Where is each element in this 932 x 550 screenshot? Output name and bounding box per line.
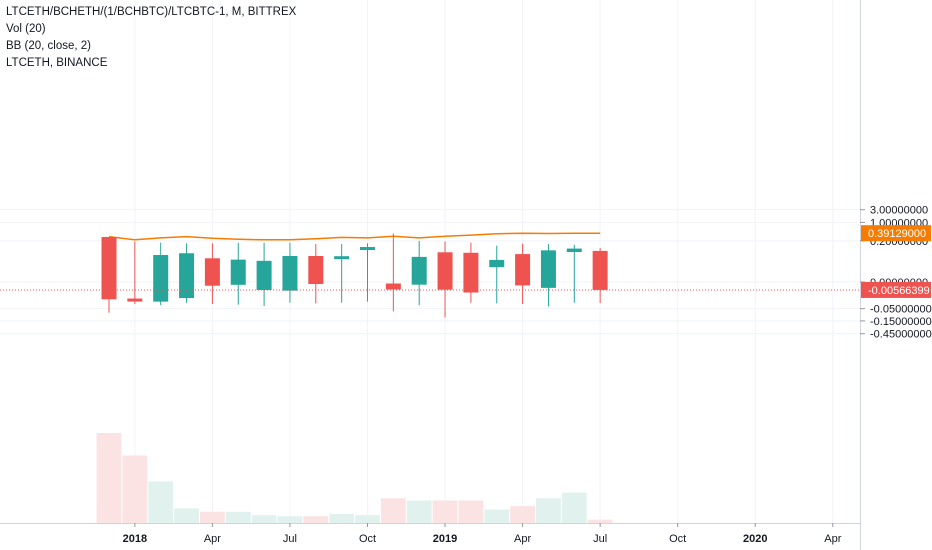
compare-series <box>108 232 601 241</box>
price-tick-label: -0.15000000 <box>870 316 932 328</box>
volume-bar <box>251 515 277 523</box>
time-tick-label: Jul <box>283 533 297 545</box>
candle <box>463 242 479 303</box>
price-tick-label: -0.45000000 <box>870 329 932 341</box>
legend-volume-indicator[interactable]: Vol (20) <box>6 23 46 35</box>
compare-line <box>108 232 601 241</box>
time-axis[interactable]: 2018 Apr Jul Oct 2019 Apr Jul Oct 2020 Apr <box>0 523 860 545</box>
volume-bar <box>484 509 510 523</box>
candle <box>282 242 298 303</box>
price-tick-label: 3.00000000 <box>870 205 928 217</box>
candle <box>179 243 195 303</box>
chart-legend: LTCETH/BCHETH/(1/BCHBTC)/LTCBTC-1, M, BI… <box>6 4 296 72</box>
main-last-price-label: -0.00566399 <box>868 285 930 297</box>
volume-bar <box>406 500 432 523</box>
volume-bar <box>174 508 199 523</box>
candle <box>204 243 220 305</box>
candle <box>308 244 324 304</box>
candle-body <box>360 247 375 251</box>
legend-compare-symbol[interactable]: LTCETH, BINANCE <box>6 57 108 69</box>
volume-bar <box>380 498 406 523</box>
candle-body <box>230 259 246 285</box>
candle-body <box>153 255 169 302</box>
candle-body <box>592 250 608 290</box>
time-tick-label: Oct <box>669 533 686 545</box>
volume-bar <box>561 492 587 523</box>
time-tick-label: Apr <box>514 533 531 545</box>
volume-bar <box>277 516 303 523</box>
candle <box>256 242 272 307</box>
candle-body <box>385 283 401 290</box>
volume-bar <box>225 511 251 523</box>
candle-body <box>256 260 272 291</box>
candle-body <box>204 258 220 286</box>
candle-body <box>437 252 453 290</box>
volume-bar <box>148 481 174 523</box>
candle <box>127 241 143 305</box>
candle-body <box>411 256 427 285</box>
price-tick-label: -0.05000000 <box>870 304 932 316</box>
candle-body <box>308 256 324 285</box>
candle-body <box>540 250 556 288</box>
volume-bar <box>587 519 613 523</box>
candle-body <box>179 253 195 299</box>
volume-bar <box>122 455 148 523</box>
candle-body <box>489 259 505 268</box>
compare-last-price-label-bg <box>861 225 931 242</box>
candle <box>101 237 117 313</box>
candle <box>334 244 350 303</box>
legend-symbol[interactable]: LTCETH/BCHETH/(1/BCHBTC)/LTCBTC-1, M, BI… <box>6 6 297 18</box>
time-tick-label: Apr <box>824 533 841 545</box>
candle <box>540 244 556 307</box>
candlestick-series <box>101 233 608 318</box>
candle <box>385 233 401 312</box>
volume-bar <box>536 498 561 523</box>
candle-body <box>282 256 298 291</box>
time-tick-label: Jul <box>593 533 607 545</box>
candle <box>153 242 169 306</box>
candle <box>230 242 246 305</box>
volume-bar <box>458 500 484 523</box>
time-tick-label: 2019 <box>433 533 457 545</box>
volume-bar <box>355 515 380 523</box>
volume-bar <box>329 514 355 523</box>
candle-body <box>127 298 143 302</box>
candle-body <box>463 252 479 293</box>
candle <box>592 248 608 304</box>
candle <box>489 245 505 304</box>
volume-bar <box>432 500 458 523</box>
candle <box>515 243 531 305</box>
time-tick-label: Apr <box>204 533 221 545</box>
volume-bars <box>96 433 613 523</box>
volume-bar <box>96 433 122 523</box>
time-tick-label: Oct <box>359 533 376 545</box>
volume-bar <box>510 506 536 523</box>
candle <box>411 240 427 306</box>
compare-last-price-label: 0.39129000 <box>868 228 926 240</box>
time-tick-label: 2020 <box>743 533 767 545</box>
candle <box>566 244 582 303</box>
candle-body <box>334 256 350 260</box>
price-axis[interactable]: 3.000000001.000000000.200000000.00000000… <box>860 0 932 550</box>
time-tick-label: 2018 <box>123 533 147 545</box>
volume-bar <box>199 511 225 523</box>
candle-body <box>101 237 117 300</box>
volume-bar <box>303 516 329 523</box>
chart-grid <box>0 0 860 523</box>
candle-body <box>566 248 582 252</box>
main-last-price-label-bg <box>861 281 931 298</box>
candle <box>437 241 453 318</box>
legend-bollinger-indicator[interactable]: BB (20, close, 2) <box>6 40 92 52</box>
candle <box>360 243 375 302</box>
candle-body <box>515 254 531 286</box>
